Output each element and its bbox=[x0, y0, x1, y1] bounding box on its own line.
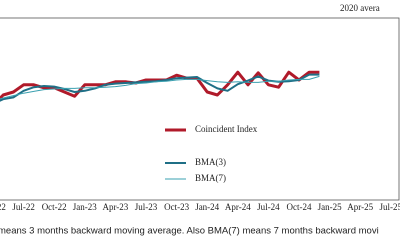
x-tick-label: Jul-25 bbox=[380, 202, 400, 212]
x-tick-label: Jan-25 bbox=[318, 202, 342, 212]
x-tick-label: Apr-25 bbox=[347, 202, 373, 212]
x-tick-label: Apr-23 bbox=[102, 202, 128, 212]
series-line bbox=[0, 75, 320, 100]
note: means 3 months backward moving average. … bbox=[0, 226, 379, 237]
legend-label: BMA(7) bbox=[195, 173, 226, 183]
x-tick-label: Jul-22 bbox=[12, 202, 35, 212]
legend-label: Coincident Index bbox=[195, 124, 258, 134]
x-tick-label: Jul-24 bbox=[257, 202, 280, 212]
x-tick-label: Apr-24 bbox=[225, 202, 251, 212]
x-tick-label: Oct-22 bbox=[42, 202, 67, 212]
x-tick-label: Jan-23 bbox=[73, 202, 97, 212]
x-tick-label: Oct-24 bbox=[287, 202, 312, 212]
annotation: 2020 avera bbox=[340, 3, 380, 13]
series-line bbox=[0, 73, 320, 102]
plot-frame bbox=[0, 17, 400, 201]
x-tick-label: Jan-24 bbox=[195, 202, 219, 212]
legend-label: BMA(3) bbox=[195, 157, 226, 167]
x-tick-label: Oct-23 bbox=[164, 202, 189, 212]
series-line bbox=[0, 70, 320, 101]
x-tick-label: Apr-22 bbox=[0, 202, 6, 212]
x-tick-label: Jul-23 bbox=[135, 202, 158, 212]
